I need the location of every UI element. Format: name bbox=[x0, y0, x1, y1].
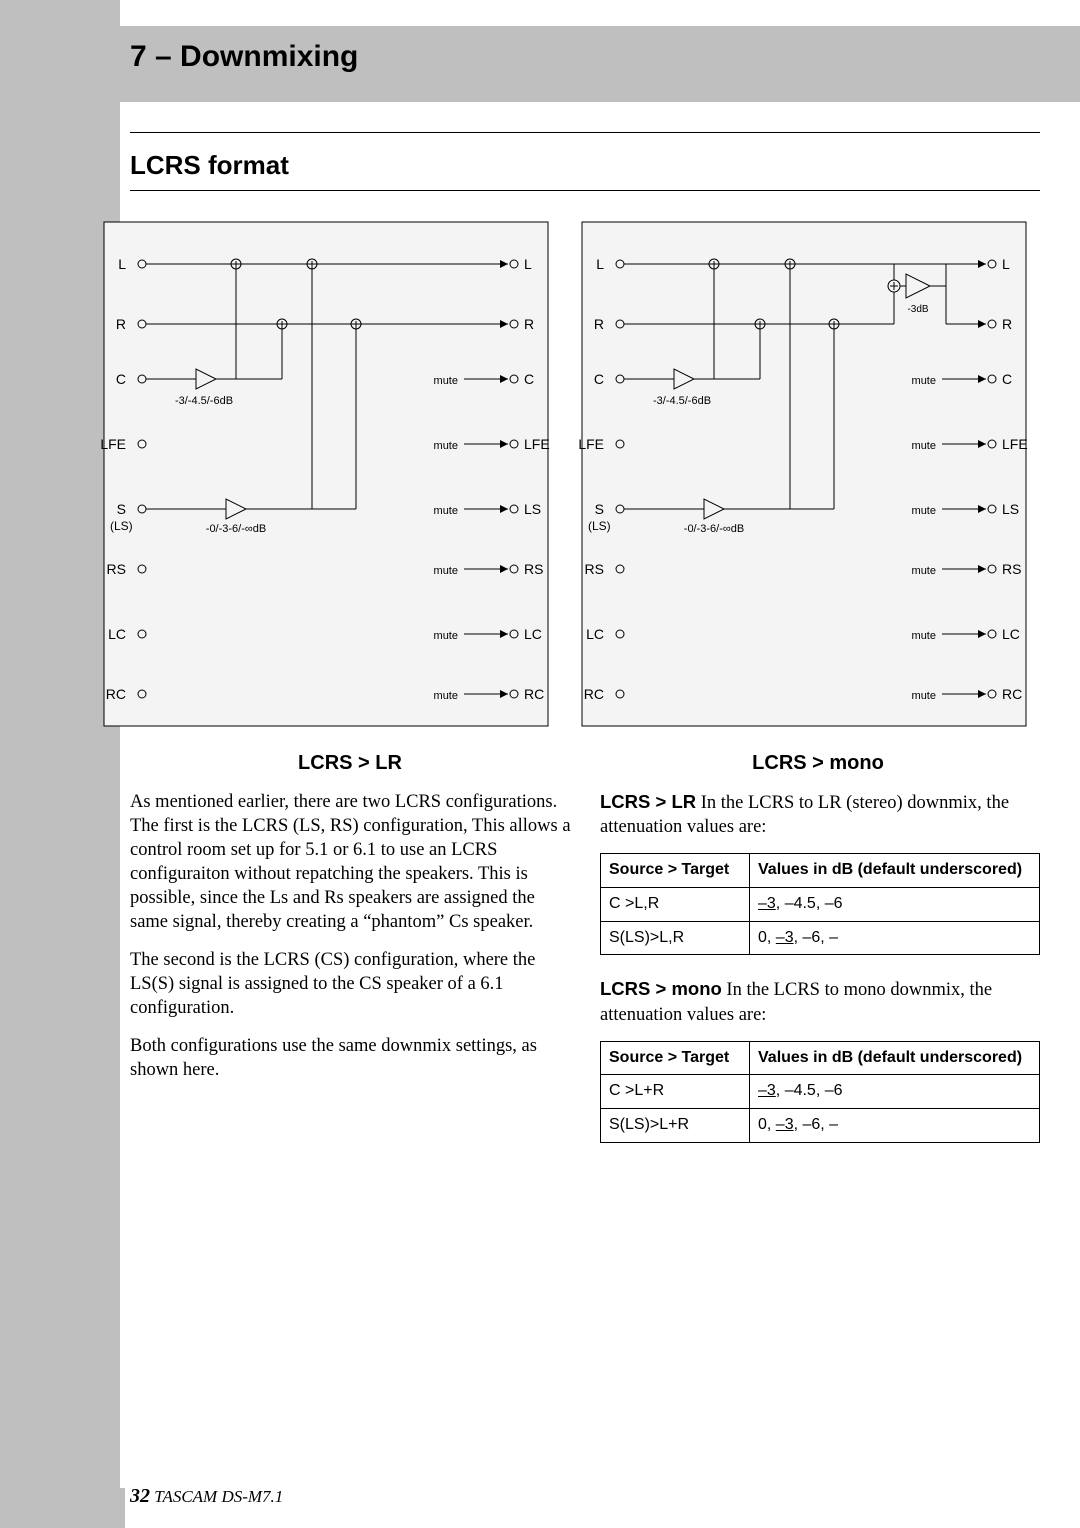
cell-val: 0, –3, –6, – bbox=[750, 921, 1040, 955]
footer-bar bbox=[115, 1488, 125, 1528]
cell-src: S(LS)>L,R bbox=[601, 921, 750, 955]
svg-text:mute: mute bbox=[434, 505, 458, 517]
svg-text:mute: mute bbox=[434, 690, 458, 702]
svg-text:mute: mute bbox=[434, 375, 458, 387]
svg-text:mute: mute bbox=[912, 505, 936, 517]
svg-text:RS: RS bbox=[585, 561, 604, 577]
rule-top bbox=[130, 132, 1040, 133]
table-mono: Source > Target Values in dB (default un… bbox=[600, 1041, 1040, 1143]
footer: 32 TASCAM DS-M7.1 bbox=[130, 1485, 283, 1508]
svg-text:LS: LS bbox=[1002, 501, 1019, 517]
cell-val: –3, –4.5, –6 bbox=[750, 887, 1040, 921]
svg-text:LFE: LFE bbox=[100, 436, 126, 452]
svg-text:RC: RC bbox=[584, 686, 604, 702]
svg-text:LFE: LFE bbox=[524, 436, 550, 452]
cell-val: 0, –3, –6, – bbox=[750, 1109, 1040, 1143]
th-values: Values in dB (default underscored) bbox=[750, 1041, 1040, 1075]
svg-text:RC: RC bbox=[1002, 686, 1022, 702]
svg-text:mute: mute bbox=[912, 565, 936, 577]
th-source-target: Source > Target bbox=[601, 1041, 750, 1075]
svg-text:-0/-3-6/-∞dB: -0/-3-6/-∞dB bbox=[684, 523, 744, 535]
product-name: TASCAM DS-M7.1 bbox=[150, 1487, 283, 1506]
svg-text:LC: LC bbox=[524, 626, 542, 642]
svg-text:LC: LC bbox=[586, 626, 604, 642]
th-values: Values in dB (default underscored) bbox=[750, 854, 1040, 888]
svg-text:R: R bbox=[116, 316, 126, 332]
rule-section bbox=[130, 190, 1040, 191]
svg-text:RS: RS bbox=[1002, 561, 1021, 577]
page-number: 32 bbox=[130, 1485, 150, 1507]
svg-text:mute: mute bbox=[912, 690, 936, 702]
svg-text:S: S bbox=[117, 501, 126, 517]
svg-text:mute: mute bbox=[912, 630, 936, 642]
svg-text:mute: mute bbox=[912, 440, 936, 452]
lead-lr: LCRS > LR bbox=[600, 791, 696, 812]
table-row: S(LS)>L+R 0, –3, –6, – bbox=[601, 1109, 1040, 1143]
para-2: The second is the LCRS (CS) configuratio… bbox=[130, 948, 575, 1020]
chapter-title: 7 – Downmixing bbox=[130, 40, 358, 74]
svg-text:mute: mute bbox=[434, 440, 458, 452]
table-row: C >L,R –3, –4.5, –6 bbox=[601, 887, 1040, 921]
table-row: S(LS)>L,R 0, –3, –6, – bbox=[601, 921, 1040, 955]
svg-text:LFE: LFE bbox=[578, 436, 604, 452]
intro-lr: LCRS > LR In the LCRS to LR (stereo) dow… bbox=[600, 790, 1040, 839]
intro-mono: LCRS > mono In the LCRS to mono downmix,… bbox=[600, 977, 1040, 1026]
svg-text:-3dB: -3dB bbox=[907, 304, 928, 315]
svg-text:R: R bbox=[1002, 316, 1012, 332]
cell-src: C >L+R bbox=[601, 1075, 750, 1109]
cell-src: S(LS)>L+R bbox=[601, 1109, 750, 1143]
svg-text:S: S bbox=[595, 501, 604, 517]
svg-text:LFE: LFE bbox=[1002, 436, 1028, 452]
svg-text:L: L bbox=[118, 256, 126, 272]
table-lr: Source > Target Values in dB (default un… bbox=[600, 853, 1040, 955]
svg-text:C: C bbox=[594, 371, 604, 387]
cell-src: C >L,R bbox=[601, 887, 750, 921]
svg-text:RC: RC bbox=[106, 686, 126, 702]
svg-text:-3/-4.5/-6dB: -3/-4.5/-6dB bbox=[653, 395, 711, 407]
svg-text:mute: mute bbox=[434, 565, 458, 577]
svg-text:LC: LC bbox=[108, 626, 126, 642]
svg-text:RC: RC bbox=[524, 686, 544, 702]
svg-text:L: L bbox=[524, 256, 532, 272]
svg-text:(LS): (LS) bbox=[588, 519, 611, 533]
section-title: LCRS format bbox=[130, 150, 289, 181]
svg-text:-3/-4.5/-6dB: -3/-4.5/-6dB bbox=[175, 395, 233, 407]
svg-text:-0/-3-6/-∞dB: -0/-3-6/-∞dB bbox=[206, 523, 266, 535]
cell-val: –3, –4.5, –6 bbox=[750, 1075, 1040, 1109]
svg-text:LC: LC bbox=[1002, 626, 1020, 642]
svg-text:C: C bbox=[524, 371, 534, 387]
svg-text:L: L bbox=[596, 256, 604, 272]
para-1: As mentioned earlier, there are two LCRS… bbox=[130, 790, 575, 934]
para-3: Both configurations use the same downmix… bbox=[130, 1034, 575, 1082]
lead-mono: LCRS > mono bbox=[600, 978, 722, 999]
svg-text:(LS): (LS) bbox=[110, 519, 133, 533]
svg-text:C: C bbox=[1002, 371, 1012, 387]
svg-text:mute: mute bbox=[912, 375, 936, 387]
svg-text:R: R bbox=[594, 316, 604, 332]
svg-text:mute: mute bbox=[434, 630, 458, 642]
svg-text:L: L bbox=[1002, 256, 1010, 272]
left-column: As mentioned earlier, there are two LCRS… bbox=[130, 790, 575, 1097]
subtitle-lr: LCRS > LR bbox=[130, 752, 570, 775]
table-row: C >L+R –3, –4.5, –6 bbox=[601, 1075, 1040, 1109]
svg-text:RS: RS bbox=[107, 561, 126, 577]
right-column: LCRS > LR In the LCRS to LR (stereo) dow… bbox=[600, 790, 1040, 1165]
subtitle-mono: LCRS > mono bbox=[598, 752, 1038, 775]
signal-diagrams: L L R R C bbox=[96, 214, 1056, 739]
th-source-target: Source > Target bbox=[601, 854, 750, 888]
svg-text:LS: LS bbox=[524, 501, 541, 517]
svg-text:RS: RS bbox=[524, 561, 543, 577]
svg-text:R: R bbox=[524, 316, 534, 332]
svg-text:C: C bbox=[116, 371, 126, 387]
